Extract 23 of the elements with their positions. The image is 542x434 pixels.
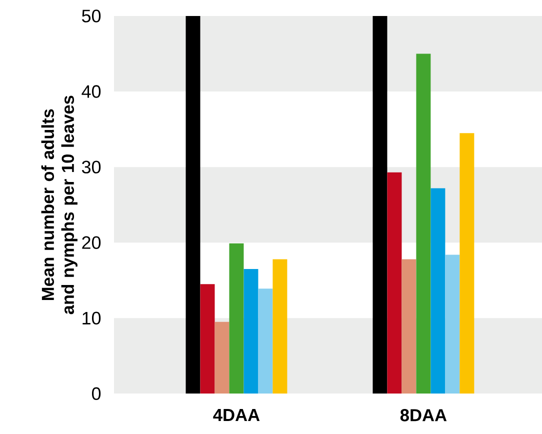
bar [445,254,460,394]
bar [258,288,273,394]
bar [214,322,230,394]
bar [416,54,431,394]
y-tick-label: 0 [92,387,101,400]
bar [186,16,200,394]
bar [244,269,258,394]
y-axis-title: Mean number of adults and nymphs per 10 leaves [41,96,78,314]
bar [200,284,215,394]
bar [430,188,446,394]
y-tick-label: 10 [82,312,101,325]
x-tick-label: 4DAA [213,409,260,421]
y-tick-label: 20 [82,236,101,249]
bar [272,259,288,394]
bar [402,259,416,394]
y-tick-label: 30 [82,160,101,174]
y-tick-label: 40 [82,85,101,98]
x-tick-label: 8DAA [400,409,447,422]
bar [372,16,388,394]
y-tick-label: 50 [82,10,101,22]
bar [229,243,244,394]
bar [387,172,402,394]
bar [460,133,474,394]
